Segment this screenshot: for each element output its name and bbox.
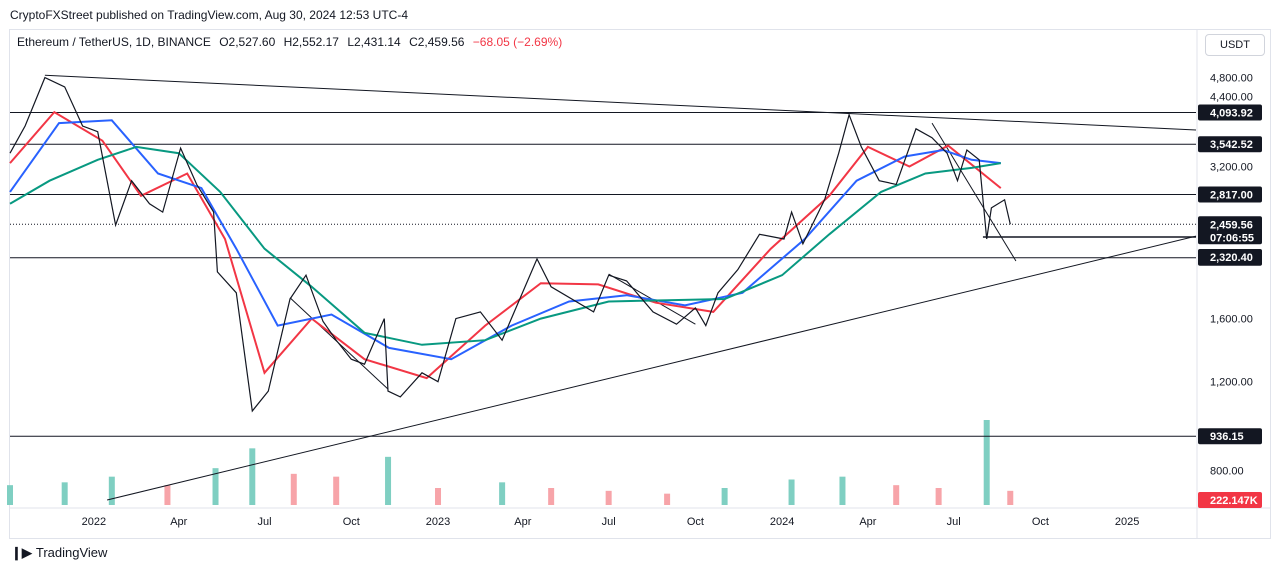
y-tick-label: 800.00: [1210, 466, 1244, 478]
x-tick-label: Jul: [947, 516, 961, 528]
publisher-caption: CryptoFXStreet published on TradingView.…: [10, 8, 409, 22]
moving-average-line: [9, 119, 1001, 361]
volume-bar: [788, 479, 795, 505]
moving-average-line: [9, 145, 1001, 346]
volume-bar: [290, 473, 297, 505]
x-tick-label: Apr: [170, 516, 187, 528]
price-line: [9, 76, 1011, 413]
tradingview-logo[interactable]: ❙▶ TradingView: [11, 545, 107, 561]
volume-tag-bg: [1198, 492, 1262, 508]
currency-button[interactable]: USDT: [1205, 34, 1265, 56]
legend-high: H2,552.17: [283, 35, 339, 49]
x-tick-label: Oct: [687, 516, 704, 528]
volume-bar: [499, 482, 506, 505]
volume-bar: [435, 488, 442, 505]
level-tag-text: 4,093.92: [1210, 107, 1253, 119]
volume-bar: [1007, 490, 1014, 505]
chart-panel: [9, 29, 1271, 539]
x-tick-label: Oct: [343, 516, 360, 528]
volume-bar: [893, 485, 900, 505]
volume-bar: [61, 482, 68, 505]
legend-close: C2,459.56: [409, 35, 465, 49]
x-tick-label: 2023: [426, 516, 450, 528]
level-tag-text: 3,542.52: [1210, 139, 1253, 151]
volume-bar: [249, 448, 256, 505]
volume-bar: [935, 488, 942, 505]
volume-bar: [605, 490, 612, 505]
level-tag-bg: [1198, 428, 1262, 445]
x-tick-label: 2024: [770, 516, 794, 528]
x-tick-label: 2022: [82, 516, 106, 528]
legend-symbol: Ethereum / TetherUS, 1D, BINANCE: [17, 35, 211, 49]
volume-bar: [721, 488, 728, 505]
legend-low: L2,431.14: [347, 35, 401, 49]
y-tick-label: 4,800.00: [1210, 73, 1253, 85]
volume-bar: [7, 485, 13, 505]
x-tick-label: Apr: [514, 516, 531, 528]
level-tag-bg: [1198, 136, 1262, 153]
volume-bar: [548, 488, 555, 505]
volume-bar: [839, 476, 846, 505]
volume-tag-text: 222.147K: [1210, 495, 1258, 507]
volume-bars: [7, 420, 1014, 505]
level-tag-bg: [1198, 186, 1262, 203]
last-price-tag-text: 07:06:55: [1210, 232, 1254, 244]
tradingview-logo-text: TradingView: [35, 545, 108, 560]
time-axis-labels: 2022 Apr Jul Oct 2023 Apr Jul Oct 2024 Apr Jul Oct 2…: [82, 516, 1140, 528]
legend-change: −68.05 (−2.69%): [472, 35, 563, 49]
symbol-legend: Ethereum / TetherUS, 1D, BINANCE O2,527.…: [17, 35, 567, 49]
x-tick-label: Oct: [1032, 516, 1049, 528]
price-series: [9, 76, 1011, 413]
level-tag-bg: [1198, 104, 1262, 121]
x-tick-label: Jul: [258, 516, 272, 528]
y-tick-label: 4,400.00: [1210, 92, 1253, 104]
y-tick-label: 1,600.00: [1210, 314, 1253, 326]
level-tag-text: 2,817.00: [1210, 189, 1253, 201]
moving-averages: [9, 110, 1002, 380]
price-axis-tags: 4,093.923,542.522,817.002,111.00936.152,…: [1198, 104, 1262, 508]
volume-bar: [333, 476, 340, 505]
short-level-tag-text: 2,320.40: [1210, 252, 1253, 264]
volume-bar: [385, 456, 392, 505]
legend-open: O2,527.60: [219, 35, 276, 49]
y-tick-label: 3,200.00: [1210, 162, 1253, 174]
short-level-tag-bg: [1198, 249, 1262, 266]
tradingview-icon: ❙▶: [11, 545, 32, 560]
trendline: [106, 235, 1197, 501]
volume-bar: [108, 476, 115, 505]
level-tag-text: 936.15: [1210, 431, 1244, 443]
horizontal-levels: [10, 111, 1196, 437]
volume-bar: [983, 420, 990, 505]
x-tick-label: Apr: [859, 516, 876, 528]
trendline: [44, 74, 1197, 131]
volume-bar: [664, 493, 671, 505]
y-tick-label: 1,200.00: [1210, 377, 1253, 389]
x-tick-label: Jul: [602, 516, 616, 528]
last-price-tag-text: 2,459.56: [1210, 219, 1253, 231]
moving-average-line: [9, 110, 1002, 380]
x-tick-label: 2025: [1115, 516, 1139, 528]
last-price-tag-bg: [1198, 216, 1262, 245]
price-axis-labels: 4,800.004,400.003,600.003,200.001,600.00…: [1210, 73, 1253, 478]
volume-bar: [212, 468, 219, 505]
volume-bar: [164, 485, 171, 505]
